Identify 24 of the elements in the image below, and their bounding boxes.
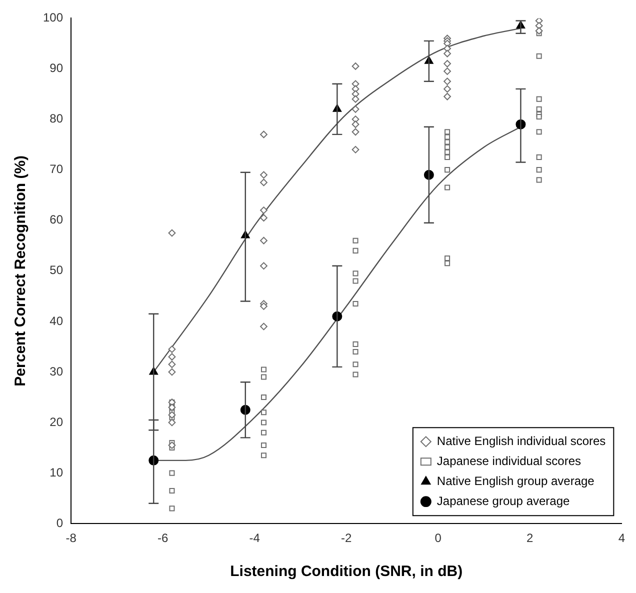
y-tick-label: 0: [56, 516, 64, 530]
x-tick-label: -2: [341, 531, 352, 546]
y-tick-label: 10: [50, 465, 64, 480]
x-tick-label: -8: [66, 531, 77, 546]
y-tick-label: 60: [50, 212, 64, 227]
legend-label: Japanese group average: [436, 494, 570, 508]
legend-label: Native English individual scores: [436, 434, 606, 448]
y-tick-label: 80: [50, 112, 64, 126]
y-tick-label: 50: [50, 263, 64, 278]
y-tick-label: 30: [50, 364, 64, 378]
y-tick-label: 70: [50, 162, 64, 176]
x-tick-label: -4: [249, 531, 260, 546]
legend-label: Native English group average: [436, 474, 595, 488]
y-tick-label: 100: [42, 10, 64, 25]
x-tick-label: -6: [157, 531, 168, 546]
legend-label: Japanese individual scores: [436, 454, 582, 468]
y-axis-title: Percent Correct Recognition (%): [12, 155, 30, 386]
x-tick-label: 4: [618, 531, 626, 546]
x-tick-label: 2: [526, 531, 534, 546]
y-tick-label: 40: [50, 314, 64, 328]
y-tick-label: 90: [50, 61, 64, 76]
x-axis-title: Listening Condition (SNR, in dB): [230, 563, 463, 580]
y-tick-label: 20: [50, 414, 64, 429]
x-tick-label: 0: [434, 531, 442, 546]
